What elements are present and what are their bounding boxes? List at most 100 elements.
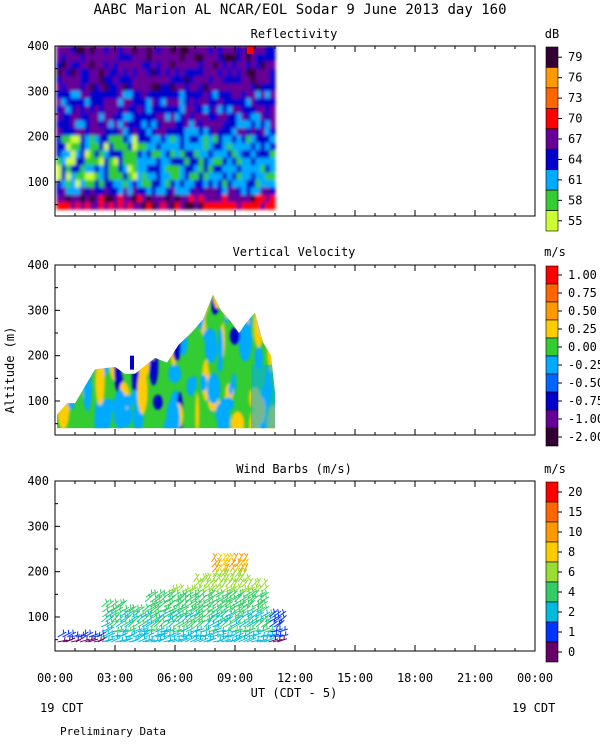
wind-barb: [105, 632, 116, 638]
colorbar-swatch: [545, 541, 559, 563]
reflectivity-cell: [127, 201, 134, 210]
reflectivity-cell: [89, 127, 96, 136]
velocity-patch: [121, 318, 129, 333]
reflectivity-cell: [241, 104, 248, 114]
reflectivity-cell: [99, 82, 105, 92]
colorbar-label: 61: [568, 173, 582, 187]
velocity-patch: [57, 329, 61, 373]
reflectivity-cell: [108, 82, 115, 92]
wind-barb-flag: [155, 599, 157, 604]
reflectivity-cell: [217, 46, 224, 54]
reflectivity-cell: [174, 127, 181, 136]
wind-barb: [75, 636, 85, 643]
wind-barb: [153, 619, 162, 628]
reflectivity-cell: [156, 201, 162, 210]
velocity-patch: [120, 337, 132, 373]
reflectivity-cell: [61, 186, 67, 195]
reflectivity-cell: [113, 193, 120, 203]
reflectivity-cell: [246, 127, 252, 136]
reflectivity-cell: [75, 171, 82, 181]
reflectivity-cell: [160, 67, 167, 77]
wind-barb-flag: [225, 572, 229, 577]
wind-barb: [229, 585, 238, 593]
reflectivity-cell: [122, 75, 129, 84]
velocity-patch: [260, 294, 266, 304]
reflectivity-cell: [246, 149, 252, 158]
reflectivity-cell: [208, 201, 214, 210]
reflectivity-cell: [146, 104, 153, 114]
wind-barb: [203, 638, 214, 643]
reflectivity-cell: [189, 141, 195, 151]
reflectivity-cell: [61, 97, 67, 106]
reflectivity-cell: [56, 67, 63, 77]
wind-barb: [233, 636, 243, 643]
reflectivity-cell: [132, 149, 139, 158]
wind-barb: [107, 607, 117, 613]
reflectivity-cell: [103, 201, 110, 210]
wind-barb-flag: [63, 636, 66, 641]
reflectivity-cell: [170, 119, 176, 129]
y-tick-label: 300: [27, 303, 49, 317]
reflectivity-cell: [108, 201, 115, 210]
wind-barb: [273, 634, 284, 638]
wind-barb: [101, 638, 112, 643]
wind-barb-flag: [171, 618, 175, 623]
velocity-patch: [192, 294, 201, 302]
figure-title: AABC Marion AL NCAR/EOL Sodar 9 June 201…: [93, 2, 506, 18]
reflectivity-cell: [99, 52, 105, 62]
reflectivity-cell: [160, 119, 167, 129]
wind-barb: [150, 616, 160, 623]
reflectivity-cell: [103, 119, 110, 129]
velocity-patch: [108, 352, 120, 369]
velocity-patch: [143, 294, 152, 322]
reflectivity-cell: [61, 119, 67, 129]
colorbar-label: 70: [568, 112, 582, 126]
wind-barb: [243, 621, 253, 628]
wind-barb: [241, 579, 249, 588]
wind-barb: [171, 632, 181, 638]
reflectivity-cell: [236, 141, 243, 151]
reflectivity-cell: [203, 119, 210, 129]
reflectivity-cell: [203, 134, 210, 143]
reflectivity-cell: [212, 156, 219, 166]
reflectivity-cell: [80, 134, 86, 143]
reflectivity-cell: [141, 82, 148, 92]
reflectivity-cell: [99, 104, 105, 114]
reflectivity-cell: [70, 90, 77, 99]
wind-barb: [199, 574, 208, 583]
reflectivity-cell: [236, 134, 243, 143]
wind-barb: [177, 621, 187, 628]
reflectivity-cell: [174, 141, 181, 151]
reflectivity-cell: [193, 60, 200, 69]
reflectivity-cell: [75, 75, 82, 84]
reflectivity-cell: [103, 75, 110, 84]
reflectivity-cell: [189, 75, 195, 84]
wind-barb-flag: [150, 589, 153, 594]
wind-barb: [215, 611, 225, 618]
reflectivity-cell: [122, 127, 129, 136]
wind-barb: [265, 611, 275, 618]
wind-barb: [131, 615, 141, 623]
reflectivity-cell: [250, 201, 257, 210]
colorbar-swatch: [545, 319, 559, 339]
wind-barb: [221, 596, 231, 603]
reflectivity-cell: [189, 52, 195, 62]
colorbar-label: 79: [568, 50, 582, 64]
wind-barb: [154, 601, 163, 608]
reflectivity-cell: [255, 112, 262, 121]
wind-barb: [118, 632, 129, 638]
reflectivity-cell: [146, 112, 153, 121]
reflectivity-cell: [146, 119, 153, 129]
reflectivity-cell: [246, 186, 252, 195]
colorbar-swatch: [545, 283, 559, 303]
wind-barb: [119, 638, 130, 643]
reflectivity-cell: [231, 149, 238, 158]
reflectivity-cell: [108, 52, 115, 62]
reflectivity-cell: [184, 149, 191, 158]
wind-barb: [202, 605, 212, 613]
reflectivity-cell: [208, 75, 214, 84]
wind-barb-flag: [122, 598, 126, 603]
reflectivity-cell: [65, 141, 72, 151]
reflectivity-cell: [56, 112, 63, 121]
reflectivity-cell: [137, 127, 143, 136]
